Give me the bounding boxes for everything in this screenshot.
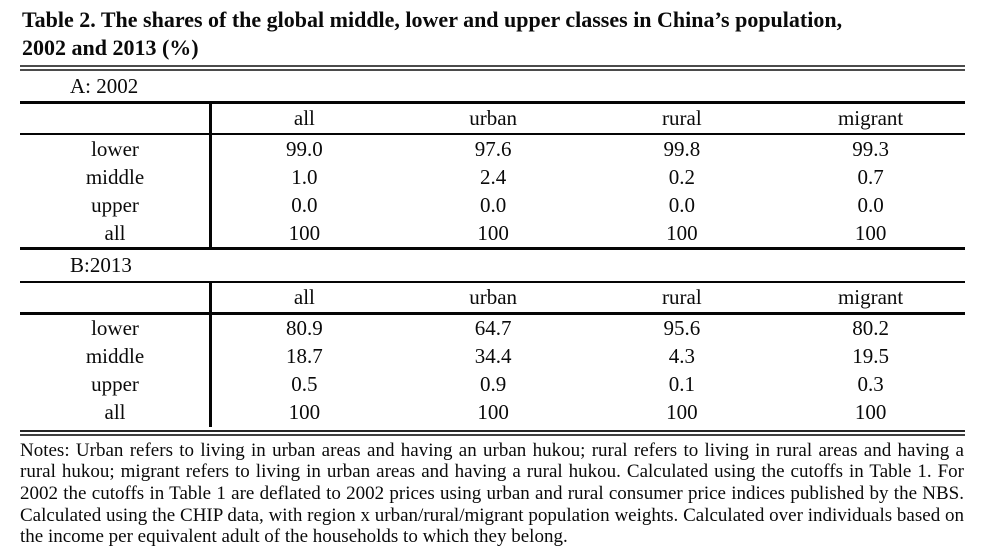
header-cell-migrant: migrant [837, 285, 904, 309]
data-cell: 18.7 [286, 344, 323, 368]
row-label: all [104, 400, 126, 424]
data-cell: 0.0 [857, 192, 884, 217]
data-cell: 95.6 [663, 316, 701, 340]
data-cell: 64.7 [474, 316, 512, 340]
header-cell-urban: urban [469, 105, 518, 130]
panel-b-top-rule [20, 280, 965, 283]
table-title-line1: Table 2. The shares of the global middle… [22, 7, 843, 32]
row-label: lower [91, 136, 139, 161]
panel-b-header-rule [20, 312, 965, 315]
bottom-double-rule [20, 429, 965, 436]
table-row: all 100 100 100 100 [20, 399, 965, 427]
data-cell: 97.6 [474, 136, 512, 161]
data-cell: 0.3 [857, 372, 884, 396]
data-cell: 0.1 [668, 372, 695, 396]
header-cell-all: all [293, 285, 315, 309]
table-row: lower 99.0 97.6 99.8 99.3 [20, 135, 965, 163]
row-label: middle [85, 164, 145, 189]
table-row: upper 0.0 0.0 0.0 0.0 [20, 191, 965, 219]
data-cell: 100 [666, 400, 698, 424]
data-cell: 100 [854, 400, 887, 424]
data-cell: 100 [477, 220, 509, 245]
table-row: middle 1.0 2.4 0.2 0.7 [20, 163, 965, 191]
panel-a-bottom-rule [20, 247, 965, 250]
row-label: all [104, 220, 126, 245]
panel-b-label: B:2013 [70, 252, 132, 277]
data-cell: 0.9 [480, 372, 507, 396]
data-cell: 19.5 [852, 344, 889, 368]
table-title-line2: 2002 and 2013 (%) [22, 35, 199, 60]
panel-a-header-row: all urban rural migrant [20, 104, 965, 133]
header-cell-urban: urban [469, 285, 518, 309]
row-label: lower [91, 316, 139, 340]
data-cell: 100 [288, 400, 321, 424]
data-cell: 34.4 [474, 344, 512, 368]
table-title: Table 2. The shares of the global middle… [20, 6, 982, 62]
data-cell: 2.4 [480, 164, 507, 189]
data-cell: 0.0 [668, 192, 695, 217]
data-cell: 100 [854, 220, 887, 245]
data-cell: 0.5 [291, 372, 318, 396]
panel-b-header-row: all urban rural migrant [20, 283, 965, 312]
table-row: upper 0.5 0.9 0.1 0.3 [20, 371, 965, 399]
panel-a-table: all urban rural migrant lower 99.0 97.6 … [20, 101, 965, 250]
top-double-rule [20, 65, 965, 71]
panel-a-top-rule [20, 101, 965, 104]
table-row: lower 80.9 64.7 95.6 80.2 [20, 315, 965, 343]
header-cell-migrant: migrant [837, 105, 904, 130]
data-cell: 99.3 [852, 136, 889, 161]
table-row: middle 18.7 34.4 4.3 19.5 [20, 343, 965, 371]
data-cell: 0.0 [291, 192, 318, 217]
table-notes: Notes: Urban refers to living in urban a… [20, 439, 964, 548]
data-cell: 0.2 [668, 164, 695, 189]
data-cell: 100 [666, 220, 698, 245]
data-cell: 100 [477, 400, 509, 424]
header-cell-rural: rural [662, 285, 702, 309]
data-cell: 4.3 [668, 344, 695, 368]
data-cell: 100 [288, 220, 321, 245]
panel-b-vertical-divider [209, 280, 212, 427]
data-cell: 0.7 [857, 164, 884, 189]
panel-a-label-row: A: 2002 [20, 71, 965, 101]
panel-b-label-row: B:2013 [20, 250, 965, 281]
data-cell: 99.0 [286, 136, 323, 161]
header-cell-all: all [293, 105, 315, 130]
data-cell: 1.0 [291, 164, 318, 189]
data-cell: 99.8 [663, 136, 701, 161]
data-cell: 0.0 [480, 192, 507, 217]
panel-b-table: all urban rural migrant lower 80.9 64.7 … [20, 280, 965, 427]
data-cell: 80.9 [286, 316, 323, 340]
panel-a-label: A: 2002 [70, 73, 139, 98]
row-label: middle [85, 344, 145, 368]
panel-a-vertical-divider [209, 101, 212, 250]
data-cell: 80.2 [852, 316, 889, 340]
row-label: upper [91, 192, 139, 217]
header-cell-rural: rural [662, 105, 702, 130]
row-label: upper [91, 372, 139, 396]
table-row: all 100 100 100 100 [20, 219, 965, 247]
panel-a-header-rule [20, 132, 965, 135]
